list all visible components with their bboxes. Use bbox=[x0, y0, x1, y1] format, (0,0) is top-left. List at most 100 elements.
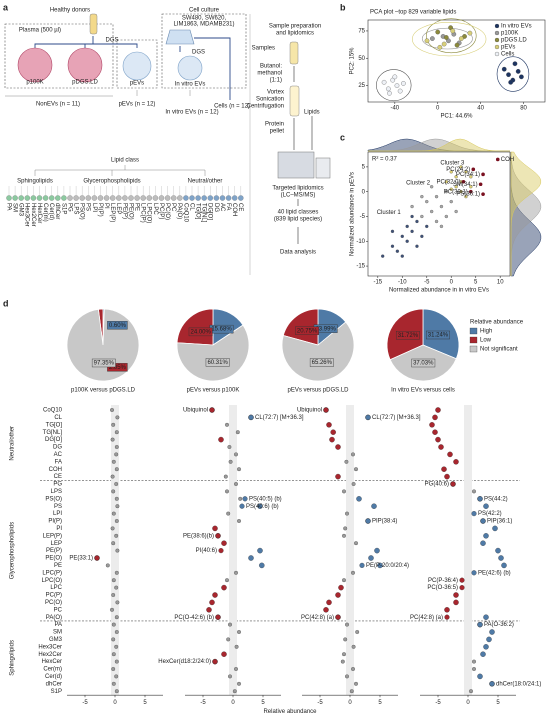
point bbox=[390, 77, 396, 83]
annotation: PC(O-36:5) bbox=[427, 585, 458, 591]
lipid-dot bbox=[226, 637, 231, 642]
cluster-ellipse bbox=[376, 69, 412, 102]
lipid-class-dot bbox=[91, 195, 98, 201]
tube bbox=[89, 13, 98, 35]
label: DGS bbox=[192, 50, 205, 56]
point bbox=[519, 74, 524, 80]
lipid-class-dot bbox=[116, 195, 122, 201]
value-label-box bbox=[107, 321, 128, 330]
annotated-dot bbox=[209, 407, 215, 413]
legend-swatch bbox=[494, 37, 500, 43]
lipid-dot bbox=[114, 496, 119, 501]
legend-label: pEVs bbox=[501, 45, 515, 51]
label: (1:1) bbox=[270, 78, 282, 84]
lipid-class-label: LPI bbox=[91, 203, 97, 212]
annotated-dot bbox=[365, 518, 371, 524]
annotation: PA(O-36:2) bbox=[484, 622, 514, 628]
annotation: PC(P-36:4) bbox=[428, 578, 458, 584]
lipid-class-dot bbox=[207, 195, 214, 201]
lipid-class-label: DG bbox=[213, 203, 219, 212]
lipid-dot bbox=[226, 511, 231, 516]
point bbox=[508, 79, 514, 85]
point-label: COH bbox=[501, 157, 514, 163]
x-axis-label: Normalized abundance in in vitro EVs bbox=[389, 288, 489, 294]
lipid-class-label: LPC(P) bbox=[140, 203, 146, 223]
lipid-dot bbox=[111, 511, 116, 516]
lipid-dot bbox=[335, 592, 341, 598]
lipid-dot bbox=[351, 482, 356, 486]
lipid-dot bbox=[111, 489, 116, 494]
annotated-dot bbox=[480, 518, 486, 524]
legend-label: p100K bbox=[501, 31, 518, 37]
point bbox=[415, 244, 419, 248]
annotation: PE(42:6) (b) bbox=[478, 570, 511, 576]
lipid-class-label: HexCer bbox=[36, 203, 42, 223]
pie-title: pEVs versus p100K bbox=[187, 388, 240, 394]
point bbox=[434, 219, 439, 224]
cluster-ellipse bbox=[426, 18, 477, 54]
tube bbox=[289, 85, 300, 117]
lipid-dot bbox=[114, 430, 119, 435]
point bbox=[444, 190, 448, 194]
point bbox=[400, 234, 404, 238]
annotated-dot bbox=[450, 481, 456, 487]
value-label-box bbox=[411, 358, 436, 368]
annotated-dot bbox=[94, 555, 100, 561]
point-label: PC(30:1) bbox=[444, 189, 468, 195]
point bbox=[449, 187, 453, 191]
lipid-class-label: PC(P) bbox=[158, 203, 164, 219]
annotation: PIP(36:1) bbox=[487, 519, 512, 525]
point-label: PC(32:0) bbox=[436, 179, 460, 185]
lipid-dot bbox=[114, 585, 119, 590]
lipid-dot bbox=[345, 511, 349, 516]
label: Healthy donors bbox=[50, 8, 90, 14]
lipid-dot bbox=[340, 659, 345, 664]
lipid-class-dot bbox=[140, 195, 146, 201]
category-label: PE(P) bbox=[46, 548, 62, 554]
flask bbox=[165, 29, 195, 45]
point bbox=[506, 72, 511, 78]
lipid-dot bbox=[115, 504, 120, 509]
instrument bbox=[277, 151, 315, 179]
category-label: LPC(P) bbox=[42, 570, 62, 576]
category-label: LEP(P) bbox=[43, 533, 62, 539]
label: (LC–MS/MS) bbox=[281, 193, 316, 199]
value-label-box bbox=[205, 358, 230, 367]
value-label: 13.99% bbox=[315, 326, 336, 332]
lipid-class-label: Hex2Cer bbox=[30, 203, 36, 227]
point bbox=[390, 244, 395, 248]
lipid-dot bbox=[114, 445, 119, 449]
lipid-dot bbox=[111, 667, 116, 671]
point bbox=[439, 224, 444, 229]
lipid-class-label: PE(P) bbox=[121, 203, 127, 219]
label: pDGS.LD bbox=[72, 80, 98, 86]
lipid-dot bbox=[345, 622, 349, 627]
label: Targeted lipidomics bbox=[272, 186, 323, 192]
annotation: PE(P-20:0/20:4) bbox=[366, 563, 409, 569]
group-label: Sphingolipids bbox=[10, 640, 16, 676]
category-label: PC(O) bbox=[45, 600, 62, 606]
legend-label: Not significant bbox=[480, 347, 518, 353]
lipid-class-dot bbox=[213, 195, 220, 201]
lipid-class-label: PE(O) bbox=[127, 203, 133, 220]
label: 40 lipid classes bbox=[278, 210, 319, 216]
annotated-dot bbox=[459, 585, 465, 591]
annotation: Ubiquinol bbox=[183, 408, 208, 414]
category-label: PA(O) bbox=[46, 615, 62, 621]
category-label: S1P bbox=[51, 689, 62, 695]
lipid-dot bbox=[438, 444, 444, 450]
annotation: PC(42:8) (a) bbox=[410, 615, 443, 621]
lipid-class-label: CoQ10 bbox=[182, 203, 188, 223]
label: Lipids bbox=[304, 110, 320, 116]
lipid-dot bbox=[342, 652, 346, 657]
category-label: LPI bbox=[53, 511, 62, 517]
value-label-box bbox=[107, 363, 128, 372]
annotated-dot bbox=[471, 511, 477, 517]
labeled-point bbox=[471, 167, 476, 172]
tube bbox=[289, 41, 299, 65]
labeled-point bbox=[469, 189, 473, 194]
label: Samples bbox=[252, 46, 275, 52]
legend-swatch bbox=[494, 51, 500, 57]
lipid-class-label: Hex3Cer bbox=[24, 203, 30, 227]
